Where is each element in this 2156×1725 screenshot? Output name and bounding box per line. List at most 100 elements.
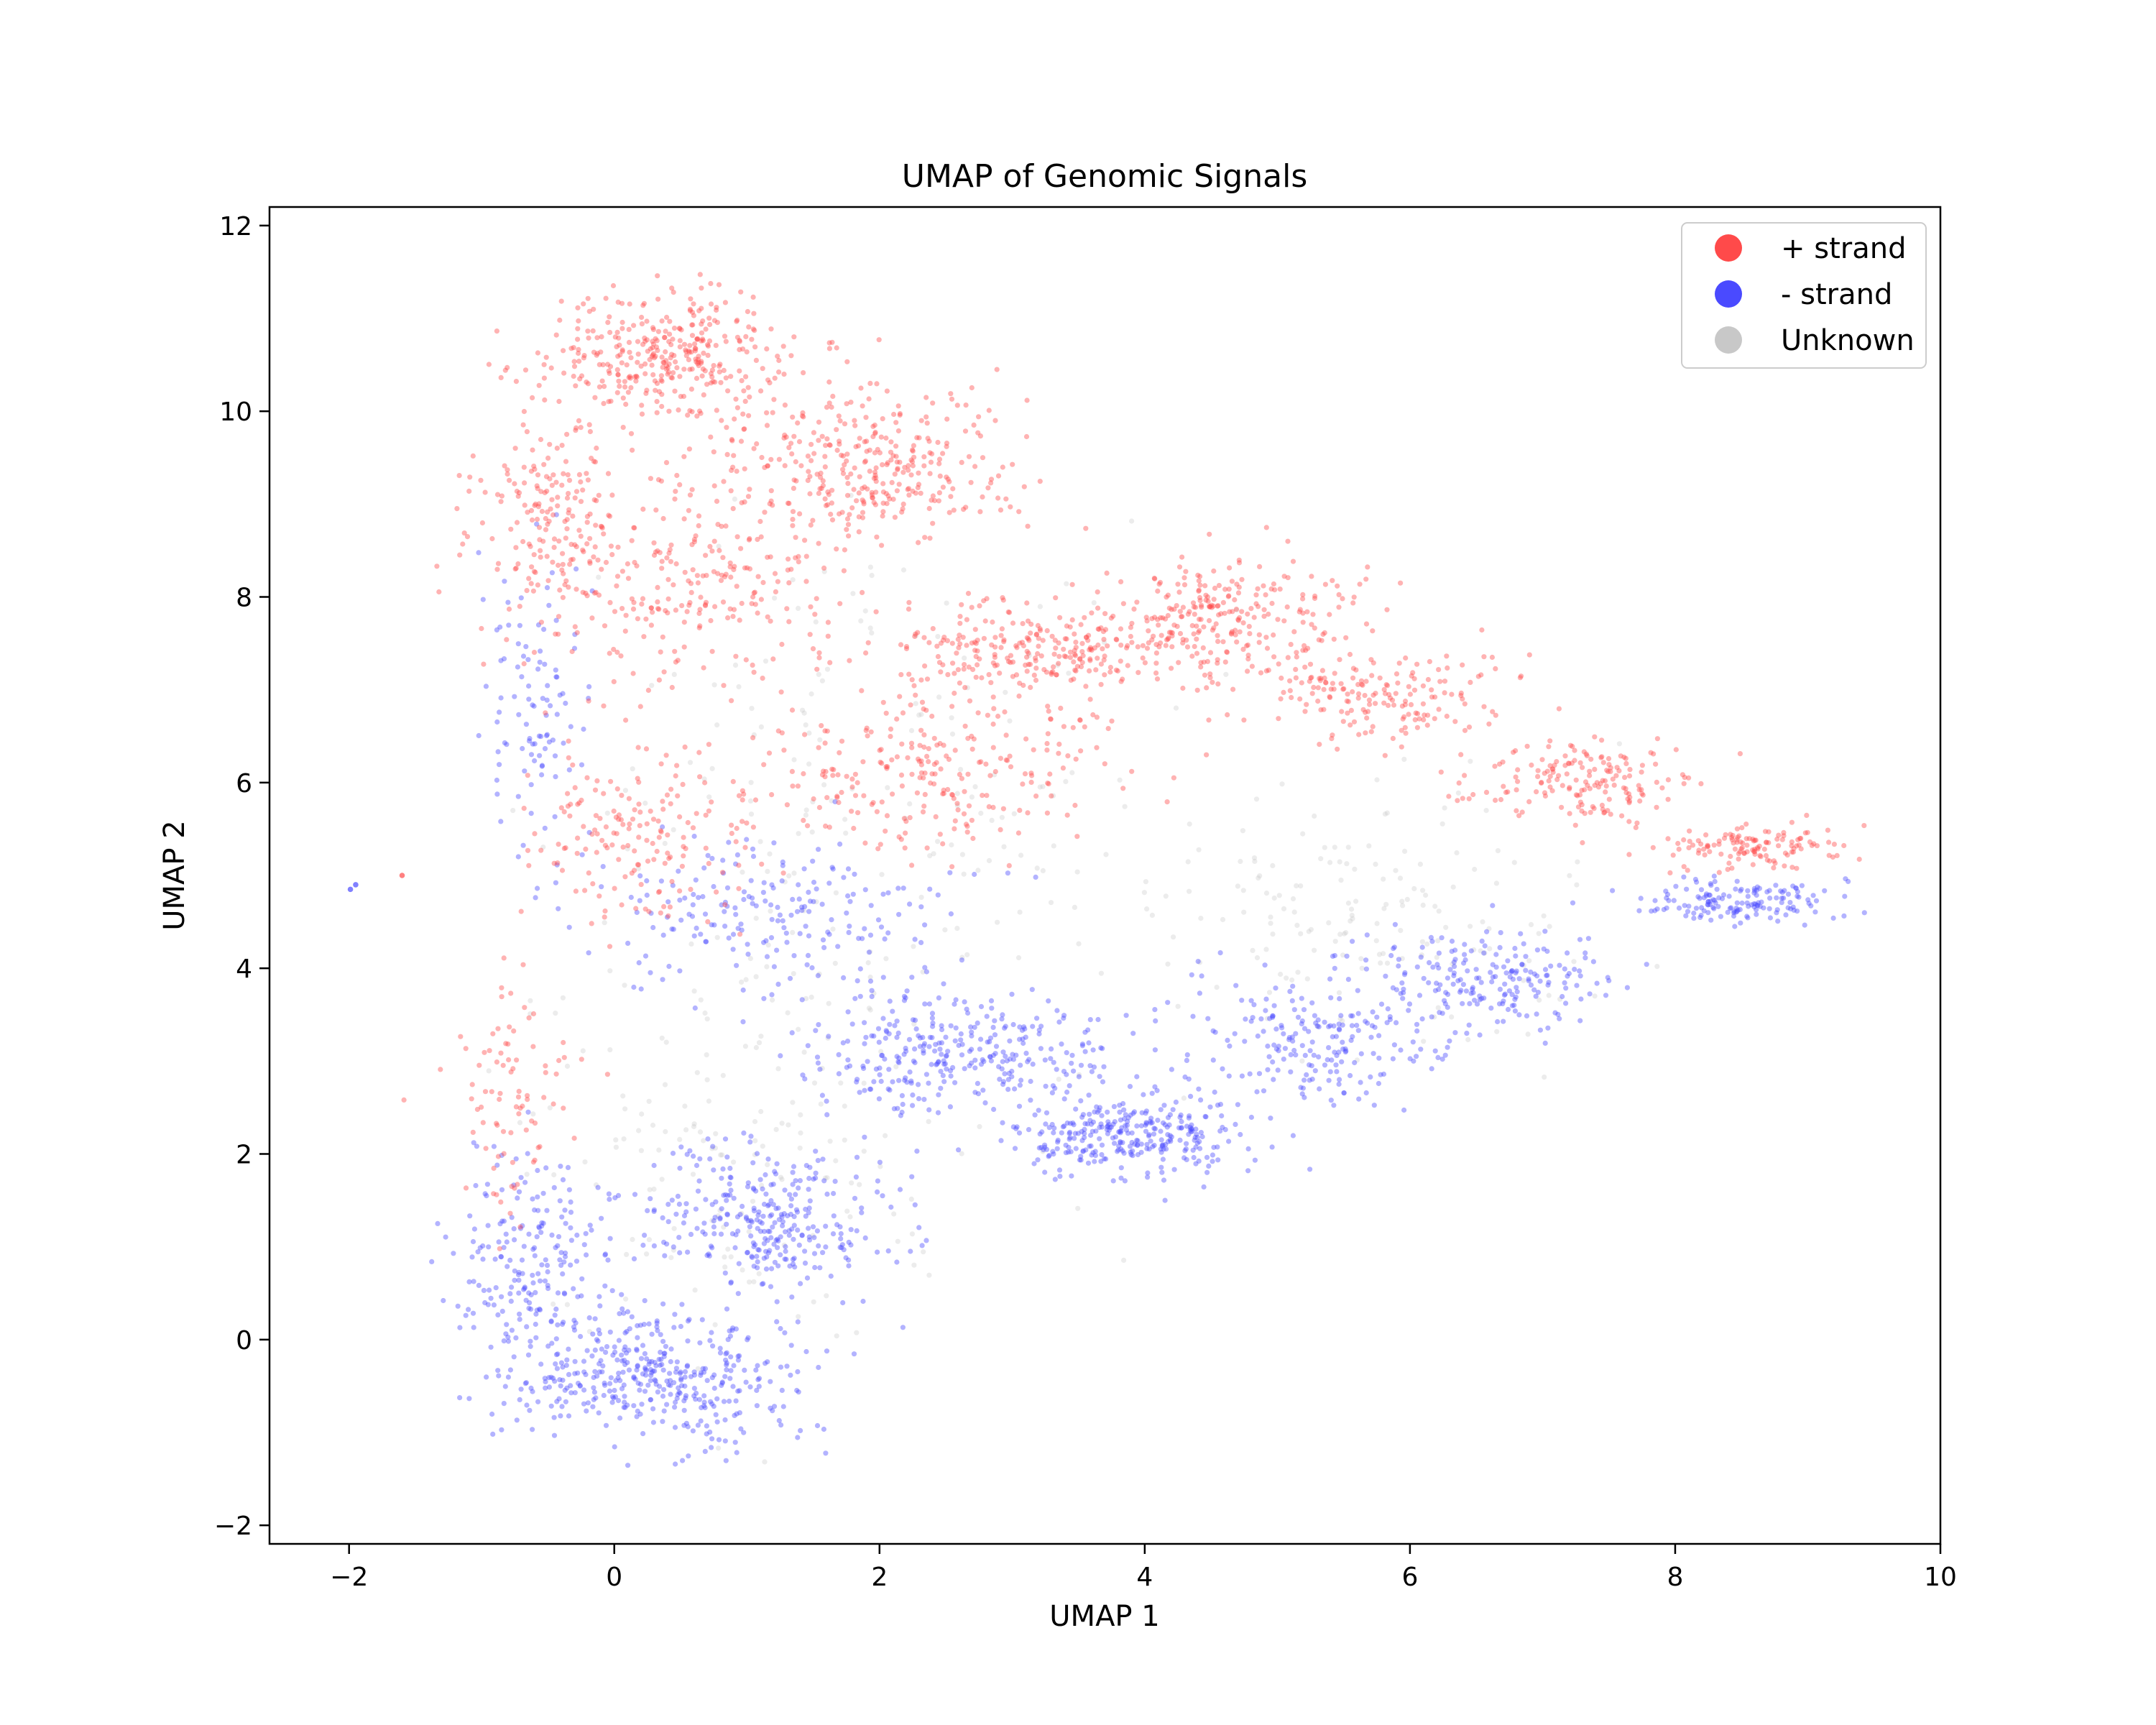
- point-plus-strand: [674, 472, 680, 479]
- point-plus-strand: [842, 421, 848, 427]
- point-plus-strand: [790, 523, 796, 528]
- point-minus-strand: [638, 1356, 645, 1361]
- point-plus-strand: [730, 464, 736, 470]
- point-minus-strand: [1337, 1077, 1342, 1082]
- point-minus-strand: [765, 1203, 771, 1209]
- point-minus-strand: [1177, 1137, 1183, 1143]
- point-plus-strand: [702, 602, 709, 608]
- point-plus-strand: [1261, 607, 1267, 612]
- point-plus-strand: [734, 405, 740, 410]
- point-plus-strand: [507, 477, 512, 483]
- point-plus-strand: [1215, 661, 1220, 666]
- point-minus-strand: [584, 1252, 589, 1258]
- point-plus-strand: [640, 303, 646, 308]
- point-plus-strand: [1621, 785, 1626, 791]
- point-plus-strand: [570, 556, 576, 562]
- point-plus-strand: [770, 410, 775, 415]
- point-plus-strand: [768, 456, 774, 462]
- point-minus-strand: [1705, 910, 1711, 916]
- point-minus-strand: [517, 1397, 522, 1402]
- point-minus-strand: [880, 975, 886, 980]
- point-minus-strand: [1151, 1126, 1157, 1131]
- point-minus-strand: [1123, 1013, 1129, 1018]
- point-minus-strand: [492, 1256, 498, 1262]
- point-plus-strand: [1623, 760, 1629, 766]
- point-minus-strand: [696, 895, 701, 901]
- point-minus-strand: [1842, 893, 1848, 899]
- point-minus-strand: [1267, 1016, 1273, 1021]
- point-minus-strand: [1220, 1066, 1225, 1072]
- point-plus-strand: [1343, 635, 1349, 640]
- point-minus-strand: [505, 1264, 510, 1269]
- point-plus-strand: [665, 610, 671, 616]
- point-minus-strand: [594, 1374, 600, 1379]
- point-minus-strand: [545, 683, 550, 689]
- point-minus-strand: [634, 1346, 640, 1352]
- point-minus-strand: [1128, 1149, 1133, 1155]
- point-plus-strand: [768, 498, 774, 504]
- point-plus-strand: [969, 604, 975, 610]
- point-plus-strand: [721, 683, 727, 689]
- point-plus-strand: [1687, 828, 1692, 834]
- point-plus-strand: [656, 607, 662, 612]
- point-minus-strand: [1105, 1109, 1110, 1115]
- point-minus-strand: [773, 1205, 779, 1211]
- point-plus-strand: [594, 335, 600, 341]
- point-minus-strand: [568, 724, 573, 730]
- point-plus-strand: [849, 505, 855, 511]
- point-plus-strand: [1038, 653, 1044, 659]
- point-plus-strand: [954, 650, 959, 656]
- point-minus-strand: [991, 1106, 997, 1113]
- point-minus-strand: [901, 1052, 907, 1057]
- point-minus-strand: [1779, 900, 1784, 906]
- point-minus-strand: [568, 1238, 575, 1243]
- point-minus-strand: [678, 1144, 684, 1150]
- point-plus-strand: [1377, 675, 1383, 681]
- point-plus-strand: [576, 418, 582, 424]
- point-minus-strand: [509, 1328, 515, 1333]
- point-minus-strand: [794, 1387, 800, 1394]
- point-minus-strand: [796, 1242, 802, 1248]
- point-plus-strand: [1403, 730, 1409, 736]
- point-minus-strand: [640, 1343, 646, 1348]
- point-plus-strand: [696, 354, 701, 359]
- point-minus-strand: [1196, 1086, 1202, 1092]
- point-minus-strand: [1299, 1091, 1305, 1097]
- point-unknown: [1359, 965, 1365, 971]
- point-minus-strand: [847, 924, 852, 929]
- point-minus-strand: [1130, 1153, 1135, 1159]
- point-plus-strand: [660, 364, 665, 370]
- point-minus-strand: [1735, 907, 1741, 913]
- point-plus-strand: [752, 589, 757, 595]
- point-minus-strand: [491, 1302, 497, 1308]
- point-plus-strand: [1025, 618, 1031, 624]
- point-plus-strand: [580, 487, 586, 493]
- point-plus-strand: [596, 384, 603, 390]
- point-minus-strand: [554, 862, 560, 868]
- point-minus-strand: [1110, 1121, 1116, 1127]
- point-minus-strand: [958, 1037, 964, 1043]
- point-minus-strand: [792, 1264, 798, 1270]
- point-minus-strand: [797, 1178, 803, 1184]
- point-minus-strand: [1457, 989, 1463, 995]
- point-plus-strand: [926, 505, 932, 512]
- point-minus-strand: [899, 1092, 905, 1098]
- point-minus-strand: [564, 1385, 570, 1391]
- point-plus-strand: [1445, 665, 1450, 671]
- point-plus-strand: [1088, 646, 1094, 652]
- point-unknown: [712, 1322, 718, 1328]
- point-plus-strand: [647, 356, 653, 362]
- point-minus-strand: [669, 1197, 675, 1203]
- point-plus-strand: [1266, 611, 1271, 617]
- point-minus-strand: [798, 1281, 803, 1287]
- point-minus-strand: [512, 1237, 517, 1243]
- point-plus-strand: [545, 521, 550, 527]
- point-plus-strand: [1005, 609, 1011, 615]
- point-plus-strand: [651, 355, 658, 361]
- point-minus-strand: [572, 1358, 578, 1364]
- point-minus-strand: [1661, 906, 1667, 913]
- point-minus-strand: [796, 896, 802, 902]
- point-plus-strand: [516, 490, 522, 496]
- point-plus-strand: [573, 428, 579, 433]
- point-minus-strand: [579, 762, 585, 768]
